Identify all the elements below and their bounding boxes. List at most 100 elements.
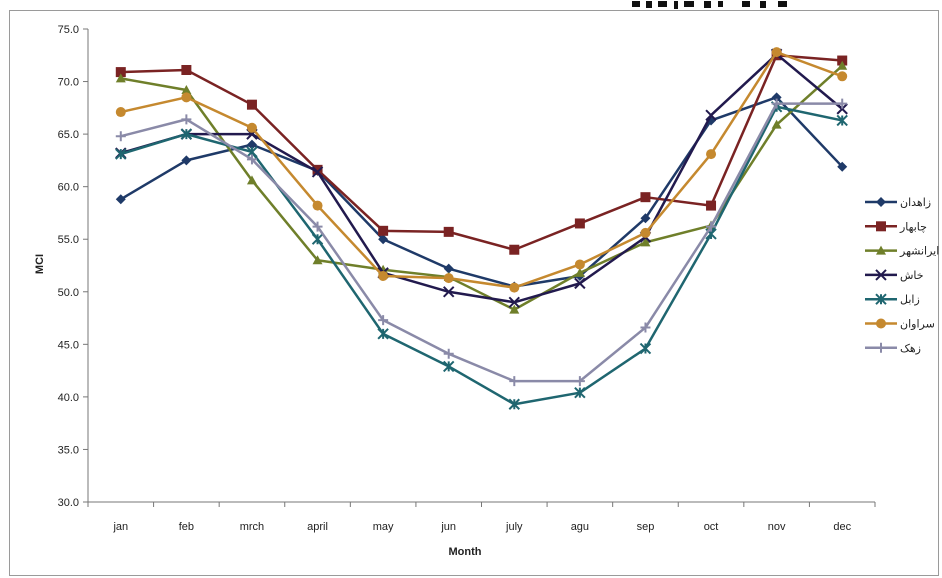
legend-item: سراوان (865, 318, 935, 331)
series-line (120, 96, 844, 288)
legend-item: زهک (865, 342, 921, 355)
legend-item: ايرانشهر (865, 245, 939, 258)
series-6 (115, 47, 848, 293)
data-point (706, 200, 717, 211)
legend-item: زاهدان (865, 196, 931, 209)
series-line (120, 52, 844, 304)
data-point (311, 166, 324, 178)
data-point (378, 315, 389, 326)
x-tick-label: july (505, 521, 523, 533)
data-point (875, 269, 887, 281)
data-point (574, 277, 586, 290)
x-tick-label: nov (768, 521, 786, 533)
data-point (181, 92, 192, 103)
data-point (640, 227, 651, 238)
data-point (443, 273, 454, 284)
x-tick-label: april (307, 521, 328, 533)
data-point (771, 119, 782, 129)
data-point (837, 55, 848, 66)
y-tick-label: 35.0 (58, 444, 79, 456)
data-point (640, 322, 651, 333)
x-tick-label: dec (833, 521, 851, 533)
data-point (181, 155, 192, 166)
data-point (311, 233, 324, 245)
data-point (706, 149, 717, 160)
data-point (377, 328, 389, 340)
cropped-caption-fragment (600, 0, 942, 12)
data-point (640, 192, 651, 203)
data-point (640, 237, 651, 247)
x-tick-label: mrch (240, 521, 264, 533)
data-point (705, 109, 717, 121)
data-point (509, 376, 520, 387)
legend: زاهدان چابهار ايرانشهر خاش زابل سراوان زهک (865, 196, 939, 355)
data-point (837, 71, 848, 82)
y-tick-label: 65.0 (58, 129, 79, 141)
x-tick-labels: jan feb mrch april may jun july agu sep oct nov dec (112, 521, 851, 533)
data-point (180, 128, 193, 140)
data-point (706, 221, 717, 232)
series-line (120, 50, 843, 289)
series-2 (115, 50, 848, 255)
data-point (876, 318, 886, 329)
y-tick-label: 50.0 (58, 287, 79, 299)
x-axis-title: Month (449, 546, 482, 558)
data-point (876, 342, 886, 353)
data-point (378, 271, 389, 282)
data-point (574, 218, 585, 229)
data-point (574, 267, 585, 277)
data-point (836, 114, 848, 127)
data-point (875, 293, 887, 305)
data-point (181, 64, 192, 75)
x-tick-label: jan (112, 521, 128, 533)
y-tick-label: 70.0 (58, 77, 79, 89)
x-tick-label: sep (637, 521, 655, 533)
data-point (876, 245, 886, 255)
data-point (312, 221, 323, 232)
data-point (443, 286, 455, 298)
data-point (837, 60, 848, 70)
series-line (120, 102, 843, 383)
data-point (181, 114, 192, 125)
x-tick-label: may (373, 521, 394, 533)
data-point (509, 244, 520, 255)
legend-item: چابهار (865, 220, 927, 233)
data-point (378, 234, 389, 245)
data-point (771, 98, 782, 109)
x-tick-label: feb (179, 521, 194, 533)
data-point (246, 139, 257, 150)
data-point (115, 67, 126, 78)
legend-item: زابل (865, 293, 920, 306)
data-point (508, 296, 520, 308)
data-point (246, 122, 257, 133)
y-tick-label: 30.0 (58, 497, 79, 509)
y-tick-labels: 30.0 35.0 40.0 45.0 50.0 55.0 60.0 65.0 70.0 75.0 (58, 24, 79, 509)
data-point (312, 255, 323, 265)
data-point (181, 84, 192, 94)
data-point (508, 398, 520, 410)
data-point (876, 221, 886, 232)
data-point (837, 161, 848, 172)
legend-label: خاش (900, 269, 924, 282)
data-point (443, 263, 454, 274)
series-3 (115, 60, 848, 314)
x-tick-label: agu (571, 521, 589, 533)
series-line (120, 54, 843, 251)
data-point (115, 148, 127, 160)
legend-label: زهک (900, 342, 921, 355)
data-point (574, 259, 585, 270)
data-point (771, 92, 782, 103)
series-1 (115, 92, 848, 292)
data-point (639, 342, 652, 355)
legend-label: ايرانشهر (899, 245, 939, 258)
data-point (246, 154, 257, 165)
data-point (574, 376, 585, 387)
data-point (509, 282, 520, 293)
data-point (115, 73, 126, 83)
y-tick-label: 55.0 (58, 234, 79, 246)
y-tick-label: 40.0 (58, 392, 79, 404)
data-point (836, 103, 848, 115)
legend-label: زاهدان (900, 196, 931, 209)
data-point (443, 348, 454, 359)
